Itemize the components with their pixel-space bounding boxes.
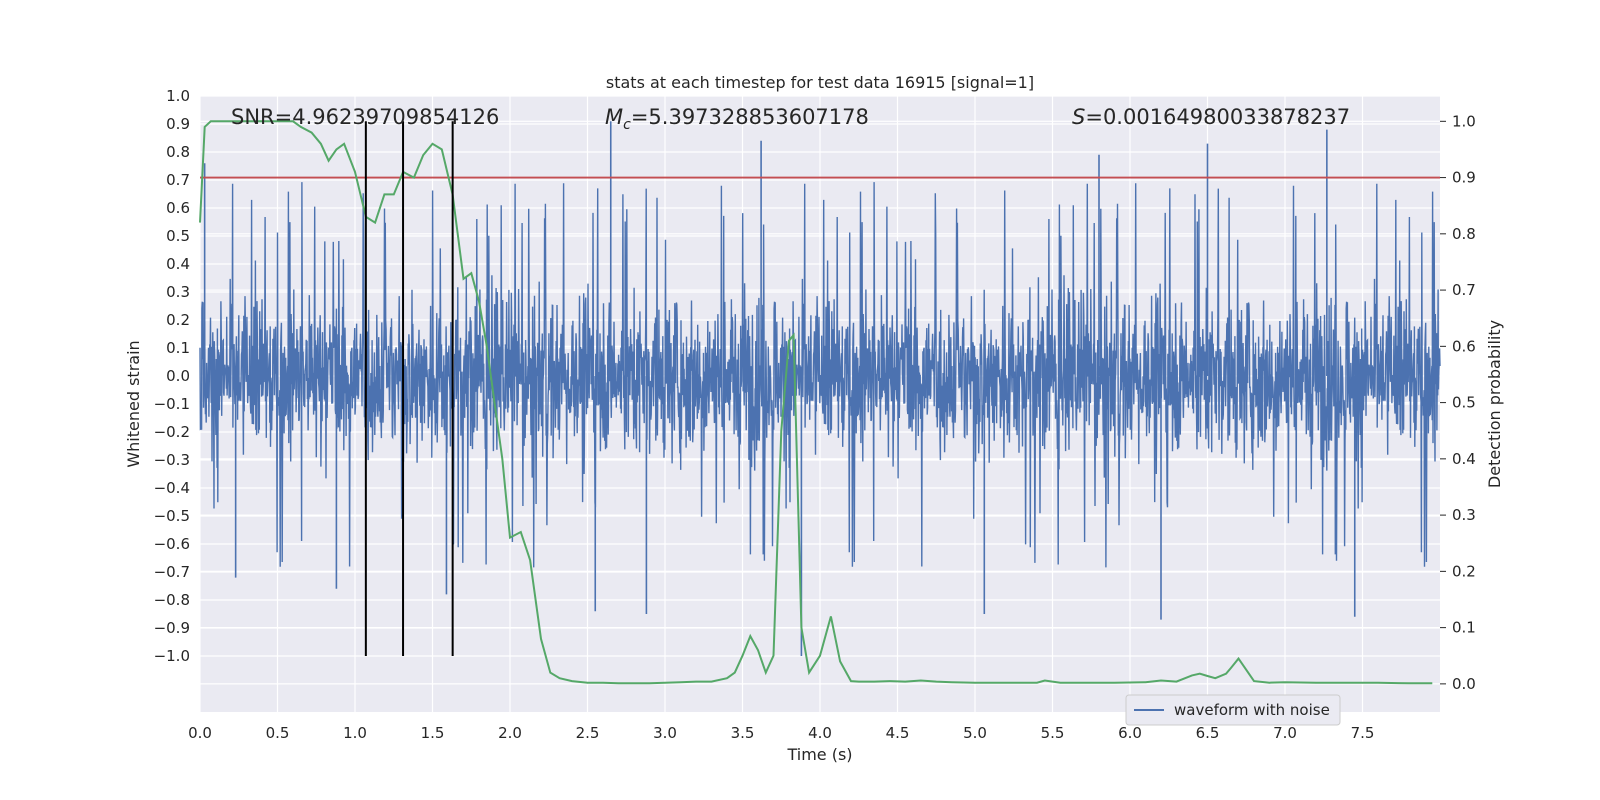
y-left-tick-label-5: 0.5 xyxy=(166,227,190,245)
y-left-axis-label: Whitened strain xyxy=(124,340,143,467)
y-left-tick-label-12: −0.2 xyxy=(154,423,190,441)
s-symbol: S xyxy=(1072,105,1085,129)
chirp-mass-symbol: M xyxy=(605,105,623,129)
vertical-markers xyxy=(364,121,454,656)
waveform-line xyxy=(199,182,1441,568)
x-tick-label-2: 1.0 xyxy=(343,724,367,742)
y-left-tick-label-0: 1.0 xyxy=(166,87,190,105)
y-left-tick-label-2: 0.8 xyxy=(166,143,190,161)
y-left-tick-label-4: 0.6 xyxy=(166,199,190,217)
chirp-mass-annotation: Mc=5.397328853607178 xyxy=(605,105,869,133)
y-right-tick-label-3: 0.7 xyxy=(1452,281,1476,299)
chirp-mass-subscript: c xyxy=(623,117,631,133)
y-left-tick-label-8: 0.2 xyxy=(166,311,190,329)
y-left-tick-label-20: −1.0 xyxy=(154,647,190,665)
y-left-tick-label-11: −0.1 xyxy=(154,395,190,413)
probability-line xyxy=(199,120,1433,685)
x-tick-label-3: 1.5 xyxy=(421,724,445,742)
y-left-tick-label-6: 0.4 xyxy=(166,255,190,273)
x-axis-label: Time (s) xyxy=(786,745,852,764)
y-left-tick-label-19: −0.9 xyxy=(154,619,190,637)
snr-annotation: SNR=4.96239709854126 xyxy=(231,105,499,129)
y-right-tick-label-2: 0.8 xyxy=(1452,225,1476,243)
x-tick-label-1: 0.5 xyxy=(266,724,290,742)
x-tick-label-9: 4.5 xyxy=(886,724,910,742)
x-tick-label-12: 6.0 xyxy=(1118,724,1142,742)
legend: waveform with noise xyxy=(1125,694,1341,726)
y-left-tick-label-1: 0.9 xyxy=(166,115,190,133)
y-right-tick-labels: 1.0 0.9 0.8 0.7 0.6 0.5 0.4 0.3 0.2 0.1 0.0 xyxy=(1440,112,1476,693)
y-left-tick-label-9: 0.1 xyxy=(166,339,190,357)
x-tick-label-10: 5.0 xyxy=(963,724,987,742)
y-left-tick-label-13: −0.3 xyxy=(154,451,190,469)
y-right-tick-label-0: 1.0 xyxy=(1452,112,1476,130)
x-tick-label-7: 3.5 xyxy=(731,724,755,742)
y-left-tick-label-14: −0.4 xyxy=(154,479,190,497)
y-right-tick-label-1: 0.9 xyxy=(1452,169,1476,187)
x-tick-labels: 0.0 0.5 1.0 1.5 2.0 2.5 3.0 3.5 4.0 4.5 5.0 5.5 6.0 6… xyxy=(188,724,1374,742)
x-tick-label-0: 0.0 xyxy=(188,724,212,742)
y-right-tick-label-9: 0.1 xyxy=(1452,619,1476,637)
s-value: =0.00164980033878237 xyxy=(1085,105,1350,129)
x-tick-label-15: 7.5 xyxy=(1351,724,1375,742)
waveform-series xyxy=(199,121,1441,656)
x-tick-label-13: 6.5 xyxy=(1196,724,1220,742)
y-left-tick-labels: 1.0 0.9 0.8 0.7 0.6 0.5 0.4 0.3 0.2 0.1 0.0 −0.1 −0.… xyxy=(154,87,190,665)
y-right-tick-label-7: 0.3 xyxy=(1452,506,1476,524)
legend-box xyxy=(1125,694,1341,726)
legend-label: waveform with noise xyxy=(1174,701,1330,719)
x-tick-label-5: 2.5 xyxy=(576,724,600,742)
y-left-tick-label-18: −0.8 xyxy=(154,591,190,609)
y-right-tick-label-4: 0.6 xyxy=(1452,337,1476,355)
x-tick-label-11: 5.5 xyxy=(1041,724,1065,742)
y-right-tick-label-8: 0.2 xyxy=(1452,562,1476,580)
y-left-tick-label-16: −0.6 xyxy=(154,535,190,553)
probability-series xyxy=(199,120,1433,685)
chart-title: stats at each timestep for test data 169… xyxy=(606,73,1034,92)
y-left-tick-label-17: −0.7 xyxy=(154,563,190,581)
x-tick-label-4: 2.0 xyxy=(498,724,522,742)
y-left-tick-label-15: −0.5 xyxy=(154,507,190,525)
s-annotation: S=0.00164980033878237 xyxy=(1072,105,1350,129)
chirp-mass-value: =5.397328853607178 xyxy=(631,105,869,129)
y-right-tick-label-5: 0.5 xyxy=(1452,394,1476,412)
y-right-axis-label: Detection probability xyxy=(1485,320,1504,488)
x-tick-label-6: 3.0 xyxy=(653,724,677,742)
y-left-tick-label-3: 0.7 xyxy=(166,171,190,189)
x-tick-label-8: 4.0 xyxy=(808,724,832,742)
y-right-tick-label-6: 0.4 xyxy=(1452,450,1476,468)
y-right-tick-label-10: 0.0 xyxy=(1452,675,1476,693)
x-tick-label-14: 7.0 xyxy=(1273,724,1297,742)
y-left-tick-label-10: 0.0 xyxy=(166,367,190,385)
y-left-tick-label-7: 0.3 xyxy=(166,283,190,301)
